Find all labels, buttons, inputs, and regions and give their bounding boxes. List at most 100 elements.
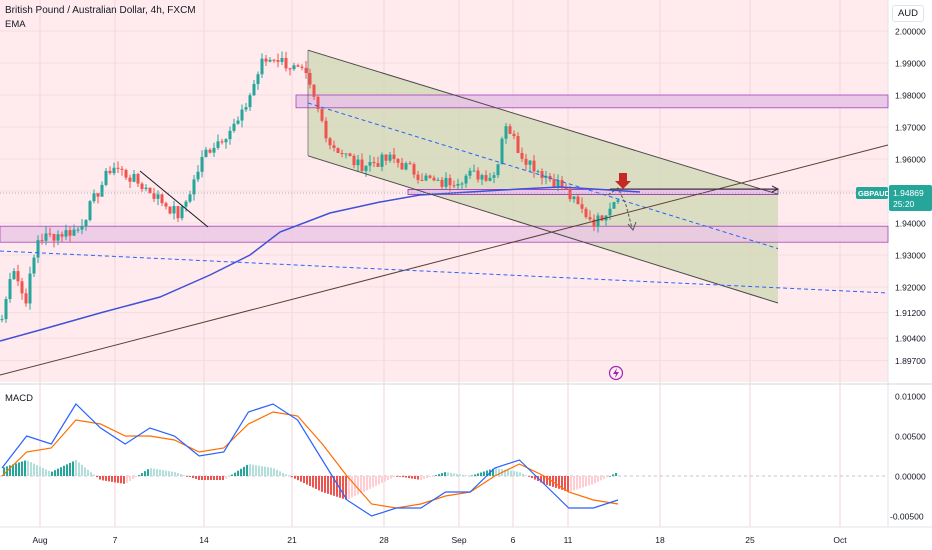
macd-histogram-bar — [330, 476, 332, 495]
candle-body — [416, 174, 420, 180]
macd-histogram-bar — [369, 476, 371, 489]
candle-body — [320, 108, 324, 121]
candle-body — [412, 164, 416, 175]
macd-histogram-bar — [72, 461, 74, 476]
candle-body — [128, 177, 132, 182]
macd-histogram-bar — [543, 476, 545, 484]
macd-histogram-bar — [96, 476, 98, 478]
candle-body — [124, 169, 128, 178]
macd-histogram-bar — [228, 476, 230, 477]
candle-body — [352, 155, 356, 166]
candle-body — [136, 174, 140, 184]
resistance-zone — [295, 94, 889, 109]
candle-body — [584, 208, 588, 218]
candle-body — [312, 84, 316, 97]
macd-histogram-bar — [318, 476, 320, 491]
macd-histogram-bar — [240, 468, 242, 476]
candle-body — [300, 66, 304, 68]
candle-body — [476, 170, 480, 180]
candle-body — [288, 68, 292, 70]
macd-histogram-bar — [594, 476, 596, 484]
macd-histogram-bar — [282, 472, 284, 476]
macd-histogram-bar — [60, 467, 62, 476]
candle-body — [304, 67, 308, 74]
macd-signal-line — [1, 411, 619, 509]
candle-body — [80, 226, 84, 230]
macd-histogram-bar — [273, 468, 275, 476]
macd-histogram-bar — [135, 476, 137, 477]
candle-body — [224, 139, 228, 143]
macd-histogram-bar — [276, 469, 278, 476]
macd-histogram-bar — [54, 470, 56, 476]
macd-histogram-bar — [48, 470, 50, 476]
candle-body — [520, 152, 524, 159]
candle-body — [0, 319, 4, 321]
candle-body — [492, 175, 496, 178]
candle-body — [496, 164, 500, 176]
macd-histogram-bar — [417, 476, 419, 480]
macd-histogram-bar — [234, 472, 236, 476]
candle-body — [528, 160, 532, 165]
currency-button[interactable]: AUD — [891, 5, 924, 22]
candle-body — [428, 175, 432, 178]
macd-histogram-bar — [597, 476, 599, 482]
macd-histogram-bar — [270, 467, 272, 476]
time-tick-label: Aug — [32, 535, 47, 545]
macd-histogram-bar — [513, 471, 515, 476]
candle-body — [8, 279, 12, 300]
candle-body — [40, 240, 44, 242]
macd-tick-label: -0.00500 — [890, 512, 924, 522]
macd-histogram-bar — [468, 475, 470, 477]
macd-histogram-bar — [216, 476, 218, 480]
candle-body — [404, 163, 408, 170]
candle-body — [364, 165, 368, 171]
candle-body — [436, 179, 440, 181]
macd-histogram-bar — [156, 469, 158, 476]
candle-body — [536, 171, 540, 173]
macd-histogram-bar — [483, 471, 485, 476]
macd-histogram-bar — [570, 476, 572, 492]
macd-histogram-bar — [603, 476, 605, 479]
candle-body — [488, 177, 492, 181]
price-tick-label: 2.00000 — [895, 27, 926, 37]
candle-body — [140, 183, 144, 190]
time-tick-label: 18 — [655, 535, 665, 545]
candle-body — [160, 194, 164, 204]
macd-histogram-bar — [267, 467, 269, 476]
candle-body — [596, 215, 600, 227]
price-tick-label: 1.97000 — [895, 123, 926, 133]
candle-body — [104, 170, 108, 185]
macd-histogram-bar — [546, 476, 548, 485]
candle-body — [332, 145, 336, 149]
macd-histogram-bar — [237, 470, 239, 476]
macd-histogram-bar — [66, 464, 68, 476]
macd-histogram-bar — [549, 476, 551, 486]
macd-histogram-bar — [198, 476, 200, 480]
candle-body — [176, 206, 180, 219]
macd-histogram-bar — [555, 476, 557, 488]
macd-histogram-bar — [297, 476, 299, 481]
candle-body — [76, 229, 80, 231]
candle-body — [456, 183, 460, 186]
candle-body — [32, 257, 36, 274]
macd-histogram-bar — [21, 461, 23, 476]
candle-body — [600, 215, 604, 221]
macd-histogram-bar — [534, 476, 536, 480]
macd-histogram-bar — [510, 470, 512, 476]
time-tick-label: 11 — [564, 535, 573, 545]
macd-histogram-bar — [444, 472, 446, 476]
macd-histogram-bar — [420, 476, 422, 480]
candle-body — [400, 162, 404, 170]
candlesticks — [0, 51, 620, 323]
candle-body — [20, 281, 24, 294]
candle-body — [284, 57, 288, 69]
macd-histogram-bar — [174, 472, 176, 476]
candle-body — [560, 180, 564, 188]
macd-histogram-bar — [348, 476, 350, 500]
macd-histogram-bar — [366, 476, 368, 491]
macd-histogram-bar — [222, 476, 224, 480]
sell-arrow-icon — [615, 173, 631, 189]
macd-histogram-bar — [183, 475, 185, 476]
